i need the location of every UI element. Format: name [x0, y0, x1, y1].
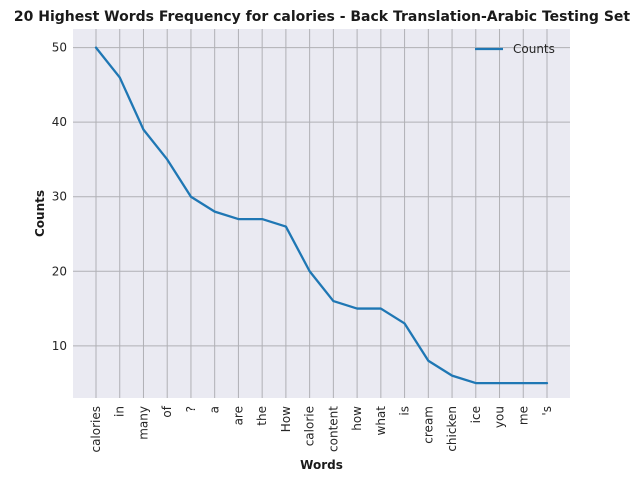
x-tick-label: are: [231, 406, 245, 425]
y-axis-label: Counts: [33, 190, 47, 237]
y-tick-label: 30: [52, 190, 67, 204]
y-tick-label: 10: [52, 339, 67, 353]
x-tick-label: me: [516, 406, 530, 425]
y-tick-label: 50: [52, 41, 67, 55]
x-tick-label: in: [113, 406, 127, 417]
legend: Counts: [475, 42, 555, 56]
x-tick-label: what: [374, 406, 388, 436]
x-tick-label: 's: [540, 406, 554, 416]
x-tick-label: a: [208, 406, 222, 413]
series-line-counts: [94, 46, 549, 385]
x-tick-label: calories: [89, 406, 103, 453]
x-tick-label: of: [160, 405, 174, 417]
x-tick-label: chicken: [445, 406, 459, 452]
x-tick-label: many: [136, 406, 150, 440]
x-tick-label: content: [326, 406, 340, 452]
y-tick-label: 40: [52, 115, 67, 129]
x-tick-label: cream: [421, 406, 435, 444]
x-tick-label: how: [350, 406, 364, 431]
x-tick-label: is: [398, 406, 412, 416]
x-tick-label: How: [279, 406, 293, 432]
x-axis-label: Words: [300, 458, 343, 472]
x-tick-label: ice: [469, 406, 483, 423]
x-axis-ticks: calories in many of? a are the How calorie conten…: [89, 405, 554, 452]
x-tick-label: you: [493, 406, 507, 428]
grid-lines: [73, 29, 570, 398]
legend-entry-label: Counts: [513, 42, 555, 56]
x-tick-label: ?: [184, 406, 198, 412]
x-tick-label: the: [255, 406, 269, 426]
chart-title: 20 Highest Words Frequency for calories …: [14, 9, 631, 25]
plot-area: [73, 29, 570, 398]
y-tick-label: 20: [52, 264, 67, 278]
y-axis-ticks: 10 20 30 40 50: [52, 41, 67, 353]
series-lines: [94, 46, 549, 385]
x-tick-label: calorie: [303, 406, 317, 446]
